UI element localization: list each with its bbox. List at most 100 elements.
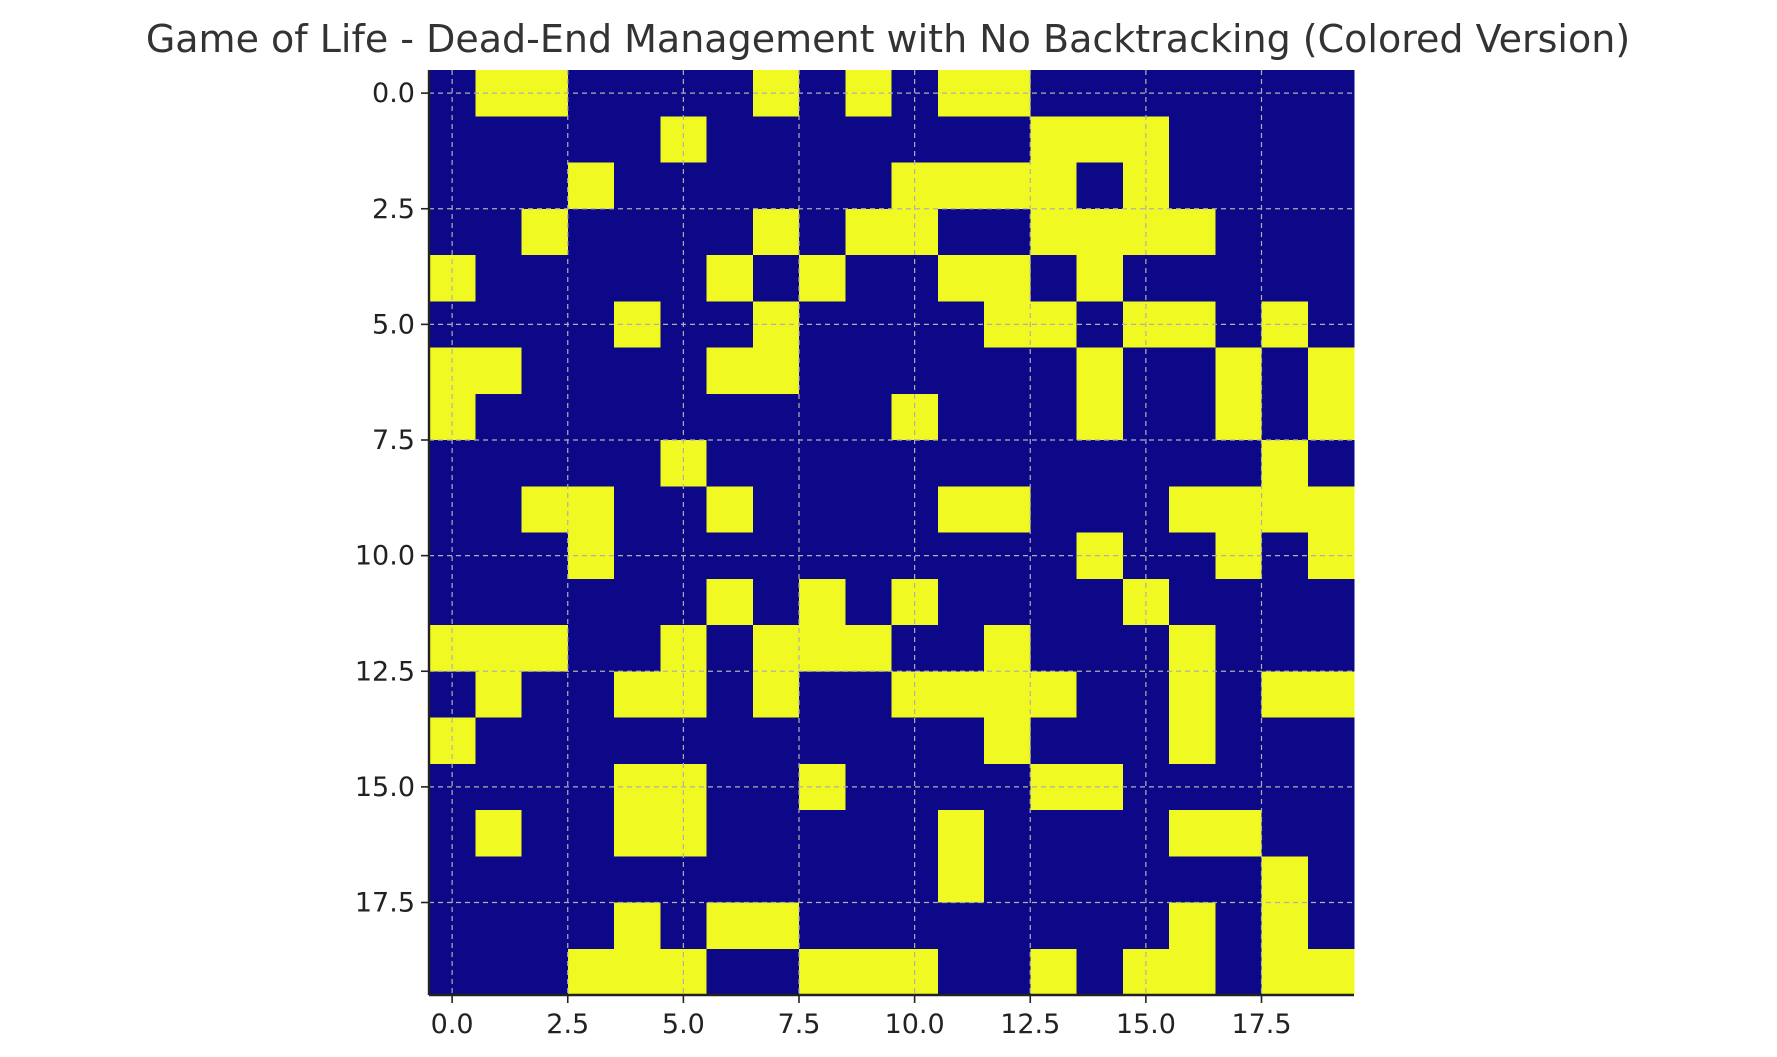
heatmap-cell <box>984 856 1031 903</box>
heatmap-cell <box>1308 718 1355 765</box>
heatmap-cell <box>1169 163 1216 210</box>
heatmap-cell <box>984 718 1031 765</box>
heatmap-cell <box>522 579 569 626</box>
heatmap-cell <box>938 579 985 626</box>
x-axis-ticks: 0.0 2.5 5.0 7.5 10.0 12.5 15.0 17.5 <box>431 995 1292 1040</box>
heatmap-cell <box>845 348 892 395</box>
heatmap-cell <box>1215 394 1262 441</box>
heatmap-cell <box>984 949 1031 996</box>
heatmap-cell <box>1215 579 1262 626</box>
heatmap-cell <box>1030 718 1077 765</box>
heatmap-cell <box>707 579 754 626</box>
heatmap-cell <box>799 671 846 718</box>
heatmap-cell <box>845 625 892 672</box>
heatmap-cell <box>938 116 985 163</box>
heatmap-cell <box>1215 718 1262 765</box>
heatmap-cell <box>568 810 615 857</box>
heatmap-cell <box>938 671 985 718</box>
heatmap-cell <box>1030 486 1077 533</box>
heatmap-cell <box>938 209 985 256</box>
heatmap-cell <box>1077 348 1124 395</box>
heatmap-cell <box>707 348 754 395</box>
heatmap-cell <box>1030 579 1077 626</box>
heatmap-cell <box>1215 440 1262 487</box>
heatmap-cell <box>1215 348 1262 395</box>
heatmap-cell <box>753 810 800 857</box>
heatmap-cell <box>707 440 754 487</box>
heatmap-cell <box>475 579 522 626</box>
heatmap-cell <box>1308 949 1355 996</box>
heatmap-cell <box>707 163 754 210</box>
heatmap-cell <box>1077 903 1124 950</box>
heatmap-cell <box>707 394 754 441</box>
heatmap-cell <box>568 579 615 626</box>
heatmap-cell <box>1215 856 1262 903</box>
heatmap-cell <box>1215 486 1262 533</box>
y-tick-label: 12.5 <box>355 656 415 687</box>
heatmap-cell <box>1030 671 1077 718</box>
heatmap-cell <box>984 209 1031 256</box>
heatmap-cell <box>1030 116 1077 163</box>
heatmap-cell <box>568 394 615 441</box>
heatmap-cell <box>1308 856 1355 903</box>
heatmap-cell <box>1215 116 1262 163</box>
heatmap-cell <box>1262 116 1309 163</box>
heatmap-cell <box>984 394 1031 441</box>
heatmap-cell <box>1262 348 1309 395</box>
heatmap-cell <box>799 856 846 903</box>
heatmap-cell <box>845 856 892 903</box>
heatmap-cell <box>1262 903 1309 950</box>
heatmap-cell <box>614 949 661 996</box>
heatmap-cell <box>1308 671 1355 718</box>
heatmap-cell <box>1215 625 1262 672</box>
heatmap-cell <box>707 671 754 718</box>
heatmap-cell <box>1077 625 1124 672</box>
heatmap-cell <box>1169 949 1216 996</box>
heatmap-cell <box>799 440 846 487</box>
heatmap-cell <box>1215 810 1262 857</box>
heatmap-cell <box>753 486 800 533</box>
heatmap-cell <box>799 903 846 950</box>
heatmap-cell <box>799 718 846 765</box>
heatmap-cell <box>938 810 985 857</box>
heatmap-cell <box>984 440 1031 487</box>
heatmap-cell <box>707 718 754 765</box>
heatmap-cell <box>614 671 661 718</box>
heatmap-cell <box>568 255 615 302</box>
heatmap-cell <box>707 810 754 857</box>
heatmap-cell <box>1262 810 1309 857</box>
heatmap-cell <box>892 116 939 163</box>
heatmap-cell <box>1030 949 1077 996</box>
y-tick-label: 10.0 <box>355 541 415 572</box>
heatmap-cell <box>1077 163 1124 210</box>
heatmap-cell <box>753 394 800 441</box>
heatmap-cell <box>1030 810 1077 857</box>
chart-title: Game of Life - Dead-End Management with … <box>146 17 1630 61</box>
heatmap-cell <box>522 440 569 487</box>
heatmap-cell <box>845 486 892 533</box>
heatmap-cell <box>1169 810 1216 857</box>
heatmap-cell <box>522 486 569 533</box>
heatmap-cell <box>984 486 1031 533</box>
heatmap-cell <box>1308 348 1355 395</box>
heatmap-cell <box>475 949 522 996</box>
heatmap-cell <box>1262 856 1309 903</box>
heatmap-cell <box>475 810 522 857</box>
heatmap-cell <box>938 163 985 210</box>
heatmap-cell <box>1215 903 1262 950</box>
heatmap-cell <box>614 486 661 533</box>
heatmap-cell <box>1262 163 1309 210</box>
heatmap-cell <box>938 486 985 533</box>
heatmap-cell <box>984 163 1031 210</box>
heatmap-cell <box>1169 440 1216 487</box>
heatmap-cell <box>984 348 1031 395</box>
heatmap-cell <box>522 625 569 672</box>
heatmap-cell <box>753 949 800 996</box>
heatmap-cell <box>568 949 615 996</box>
x-tick-label: 12.5 <box>1000 1009 1060 1040</box>
heatmap-cell <box>938 394 985 441</box>
heatmap-cell <box>1308 486 1355 533</box>
heatmap-cell <box>614 810 661 857</box>
heatmap-cell <box>475 764 522 811</box>
heatmap-cell <box>1077 394 1124 441</box>
